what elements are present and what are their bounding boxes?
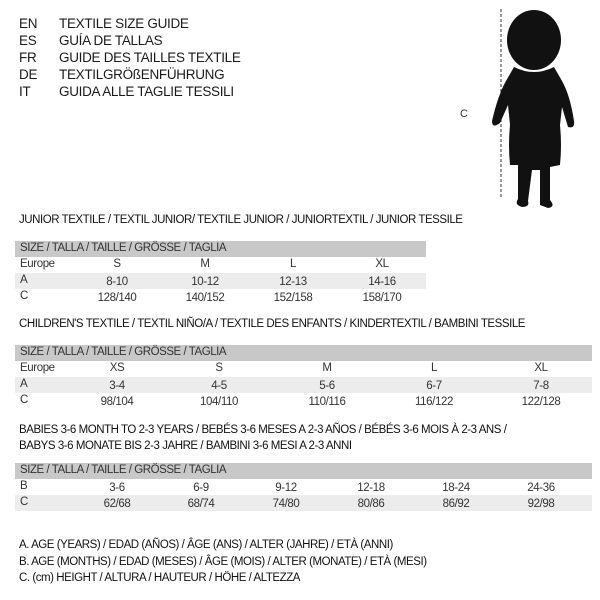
table-cell: 18-24 xyxy=(442,482,470,494)
table-cell: 62/68 xyxy=(103,498,131,510)
header-label: SIZE / TALLA / TAILLE / GRÖSSE / TAGLIA xyxy=(20,346,227,358)
table-cell: S xyxy=(113,258,121,270)
table-cell: 152/158 xyxy=(273,292,313,304)
table-cell: 3-4 xyxy=(109,380,125,392)
table-cell: 4-5 xyxy=(211,380,227,392)
table-cell: 140/152 xyxy=(185,292,225,304)
table-row: A 3-4 4-5 5-6 6-7 7-8 xyxy=(15,377,592,393)
table-cell: XL xyxy=(375,258,389,270)
table-row: B 3-6 6-9 9-12 12-18 18-24 24-36 xyxy=(15,479,592,495)
table-row: C 62/68 68/74 74/80 80/86 86/92 92/98 xyxy=(15,495,592,511)
table-cell: 9-12 xyxy=(275,482,297,494)
table-cell: 12-13 xyxy=(279,276,307,288)
table-cell: 7-8 xyxy=(533,380,549,392)
table-cell: 14-16 xyxy=(368,276,396,288)
table-header: SIZE / TALLA / TAILLE / GRÖSSE / TAGLIA xyxy=(15,463,592,479)
guide-title: GUIDE DES TAILLES TEXTILE xyxy=(59,50,241,65)
table-title: JUNIOR TEXTILE / TEXTIL JUNIOR/ TEXTILE … xyxy=(19,214,463,226)
table-row: Europe S M L XL xyxy=(15,257,426,273)
table-cell: 8-10 xyxy=(106,276,128,288)
language-code: IT xyxy=(19,84,31,99)
table-row: Europe XS S M L XL xyxy=(15,361,592,377)
table-header: SIZE / TALLA / TAILLE / GRÖSSE / TAGLIA xyxy=(15,345,592,361)
legend: A. AGE (YEARS) / EDAD (AÑOS) / ÂGE (ANS)… xyxy=(19,537,427,587)
table-cell: 24-36 xyxy=(527,482,555,494)
row-label: C xyxy=(20,290,28,302)
table-cell: 104/110 xyxy=(200,396,238,408)
table-cell: 80/86 xyxy=(357,498,385,510)
table-cell: 6-9 xyxy=(193,482,209,494)
table-cell: 86/92 xyxy=(442,498,470,510)
table-row: A 8-10 10-12 12-13 14-16 xyxy=(15,273,426,289)
table-cell: 98/104 xyxy=(100,396,134,408)
row-label: A xyxy=(20,274,28,286)
table-title: BABIES 3-6 MONTH TO 2-3 YEARS / BEBÉS 3-… xyxy=(19,424,507,436)
row-label: A xyxy=(20,378,28,390)
header-label: SIZE / TALLA / TAILLE / GRÖSSE / TAGLIA xyxy=(20,242,227,254)
row-label: Europe xyxy=(20,362,55,374)
height-label: C xyxy=(460,108,468,120)
row-label: C xyxy=(20,394,28,406)
table-cell: 116/122 xyxy=(415,396,453,408)
table-cell: L xyxy=(290,258,296,270)
table-cell: L xyxy=(431,362,437,374)
row-label: B xyxy=(20,480,28,492)
table-cell: 5-6 xyxy=(319,380,335,392)
language-code: DE xyxy=(19,67,38,82)
guide-title: TEXTILGRÖßENFÜHRUNG xyxy=(59,67,225,82)
table-cell: XL xyxy=(534,362,548,374)
table-cell: 74/80 xyxy=(272,498,300,510)
table-row: C 128/140 140/152 152/158 158/170 xyxy=(15,289,426,305)
legend-item: C. (cm) HEIGHT / ALTURA / HAUTEUR / HÖHE… xyxy=(19,572,301,584)
language-code: FR xyxy=(19,50,37,65)
header-label: SIZE / TALLA / TAILLE / GRÖSSE / TAGLIA xyxy=(20,464,227,476)
legend-item: B. AGE (MONTHS) / EDAD (MESES) / ÂGE (MO… xyxy=(19,555,427,568)
guide-title: GUÍA DE TALLAS xyxy=(59,33,163,48)
table-header: SIZE / TALLA / TAILLE / GRÖSSE / TAGLIA xyxy=(15,241,426,257)
guide-title: TEXTILE SIZE GUIDE xyxy=(59,16,189,31)
row-label: C xyxy=(20,496,28,508)
language-code: EN xyxy=(19,16,38,31)
row-label: Europe xyxy=(20,258,55,270)
table-cell: 3-6 xyxy=(109,482,125,494)
guide-title: GUIDA ALLE TAGLIE TESSILI xyxy=(59,84,234,99)
table-row: C 98/104 104/110 110/116 116/122 122/128 xyxy=(15,393,592,409)
table-cell: 12-18 xyxy=(357,482,385,494)
language-code: ES xyxy=(19,33,37,48)
table-cell: 68/74 xyxy=(187,498,215,510)
table-cell: M xyxy=(322,362,332,374)
table-cell: 6-7 xyxy=(426,380,442,392)
table-cell: 158/170 xyxy=(362,292,402,304)
table-cell: 10-12 xyxy=(191,276,219,288)
table-cell: M xyxy=(200,258,210,270)
child-silhouette-icon xyxy=(492,9,575,208)
legend-item: A. AGE (YEARS) / EDAD (AÑOS) / ÂGE (ANS)… xyxy=(19,539,393,551)
table-cell: XS xyxy=(109,362,125,374)
table-cell: 92/98 xyxy=(527,498,555,510)
table-title-line2: BABYS 3-6 MONATE BIS 2-3 JAHRE / BAMBINI… xyxy=(19,440,352,452)
table-cell: 128/140 xyxy=(97,292,137,304)
table-cell: 110/116 xyxy=(308,396,346,408)
table-cell: S xyxy=(215,362,223,374)
table-title: CHILDREN'S TEXTILE / TEXTIL NIÑO/A / TEX… xyxy=(19,318,525,330)
table-cell: 122/128 xyxy=(521,396,561,408)
